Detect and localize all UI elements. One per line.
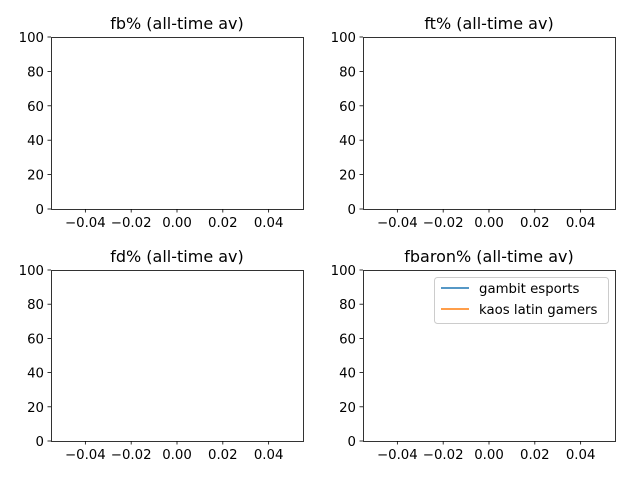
x-tick-label: 0.00 — [474, 448, 504, 463]
subplot-fd: fd% (all-time av) −0.04 −0.02 0.00 0.02 0.04… — [19, 247, 304, 463]
y-tick-label: 60 — [27, 100, 44, 115]
x-tick-label: 0.02 — [520, 448, 550, 463]
y-tick-label: 0 — [36, 435, 44, 450]
x-tick-label: 0.02 — [208, 216, 238, 231]
y-tick-label: 20 — [27, 169, 44, 184]
y-tick-label: 100 — [19, 264, 44, 279]
y-tick-label: 100 — [331, 31, 356, 46]
legend-frame — [434, 277, 609, 324]
axes-fbaron: −0.04 −0.02 0.00 0.02 0.04 0 20 40 60 80 100 — [331, 264, 616, 463]
x-tick-label: 0.04 — [254, 216, 284, 231]
axes-frame — [363, 270, 616, 442]
legend: gambit esports kaos latin gamers — [434, 277, 609, 324]
axes-fd: −0.04 −0.02 0.00 0.02 0.04 0 20 40 60 80 100 — [19, 264, 304, 463]
x-tick-label: −0.02 — [423, 448, 464, 463]
x-tick-label: 0.00 — [474, 216, 504, 231]
x-tick-label: −0.04 — [65, 448, 106, 463]
axes-frame — [51, 270, 304, 442]
subplot-fbaron: fbaron% (all-time av) −0.04 −0.02 0.00 0.02… — [331, 247, 616, 463]
x-tick-label: −0.04 — [377, 448, 418, 463]
x-tick-label: −0.02 — [111, 448, 152, 463]
x-tick-label: 0.00 — [162, 216, 192, 231]
y-tick-label: 60 — [27, 332, 44, 347]
y-tick-label: 100 — [19, 31, 44, 46]
y-tick-label: 80 — [339, 65, 356, 80]
y-tick-label: 40 — [27, 134, 44, 149]
legend-label-kaos-latin-gamers: kaos latin gamers — [479, 303, 597, 318]
subplot-title: fb% (all-time av) — [110, 14, 244, 33]
y-tick-label: 60 — [339, 100, 356, 115]
x-tick-label: 0.00 — [162, 448, 192, 463]
y-tick-label: 40 — [27, 367, 44, 382]
x-tick-label: 0.04 — [566, 448, 596, 463]
axes-fb: −0.04 −0.02 0.00 0.02 0.04 0 20 40 60 80 100 — [19, 31, 304, 231]
legend-label-gambit-esports: gambit esports — [479, 282, 579, 297]
x-tick-label: 0.04 — [254, 448, 284, 463]
x-tick-label: −0.02 — [111, 216, 152, 231]
y-tick-label: 80 — [339, 298, 356, 313]
axes-frame — [363, 37, 616, 210]
x-tick-label: −0.04 — [377, 216, 418, 231]
x-tick-label: −0.04 — [65, 216, 106, 231]
x-tick-label: 0.04 — [566, 216, 596, 231]
y-tick-label: 0 — [348, 203, 356, 218]
axes-ft: −0.04 −0.02 0.00 0.02 0.04 0 20 40 60 80 100 — [331, 31, 616, 231]
y-tick-label: 100 — [331, 264, 356, 279]
subplot-title: ft% (all-time av) — [424, 14, 553, 33]
x-tick-label: 0.02 — [208, 448, 238, 463]
x-tick-label: −0.02 — [423, 216, 464, 231]
subplot-title: fbaron% (all-time av) — [404, 247, 574, 266]
subplot-ft: ft% (all-time av) −0.04 −0.02 0.00 0.02 0.04… — [331, 14, 616, 231]
y-tick-label: 80 — [27, 298, 44, 313]
y-tick-label: 20 — [339, 169, 356, 184]
y-tick-label: 40 — [339, 134, 356, 149]
y-tick-label: 80 — [27, 65, 44, 80]
x-tick-label: 0.02 — [520, 216, 550, 231]
subplot-fb: fb% (all-time av) −0.04 −0.02 0.00 0.02 0.04… — [19, 14, 304, 231]
y-tick-label: 20 — [339, 401, 356, 416]
subplot-title: fd% (all-time av) — [110, 247, 244, 266]
y-tick-label: 20 — [27, 401, 44, 416]
y-tick-label: 60 — [339, 332, 356, 347]
axes-frame — [51, 37, 304, 210]
y-tick-label: 0 — [36, 203, 44, 218]
y-tick-label: 0 — [348, 435, 356, 450]
y-tick-label: 40 — [339, 367, 356, 382]
